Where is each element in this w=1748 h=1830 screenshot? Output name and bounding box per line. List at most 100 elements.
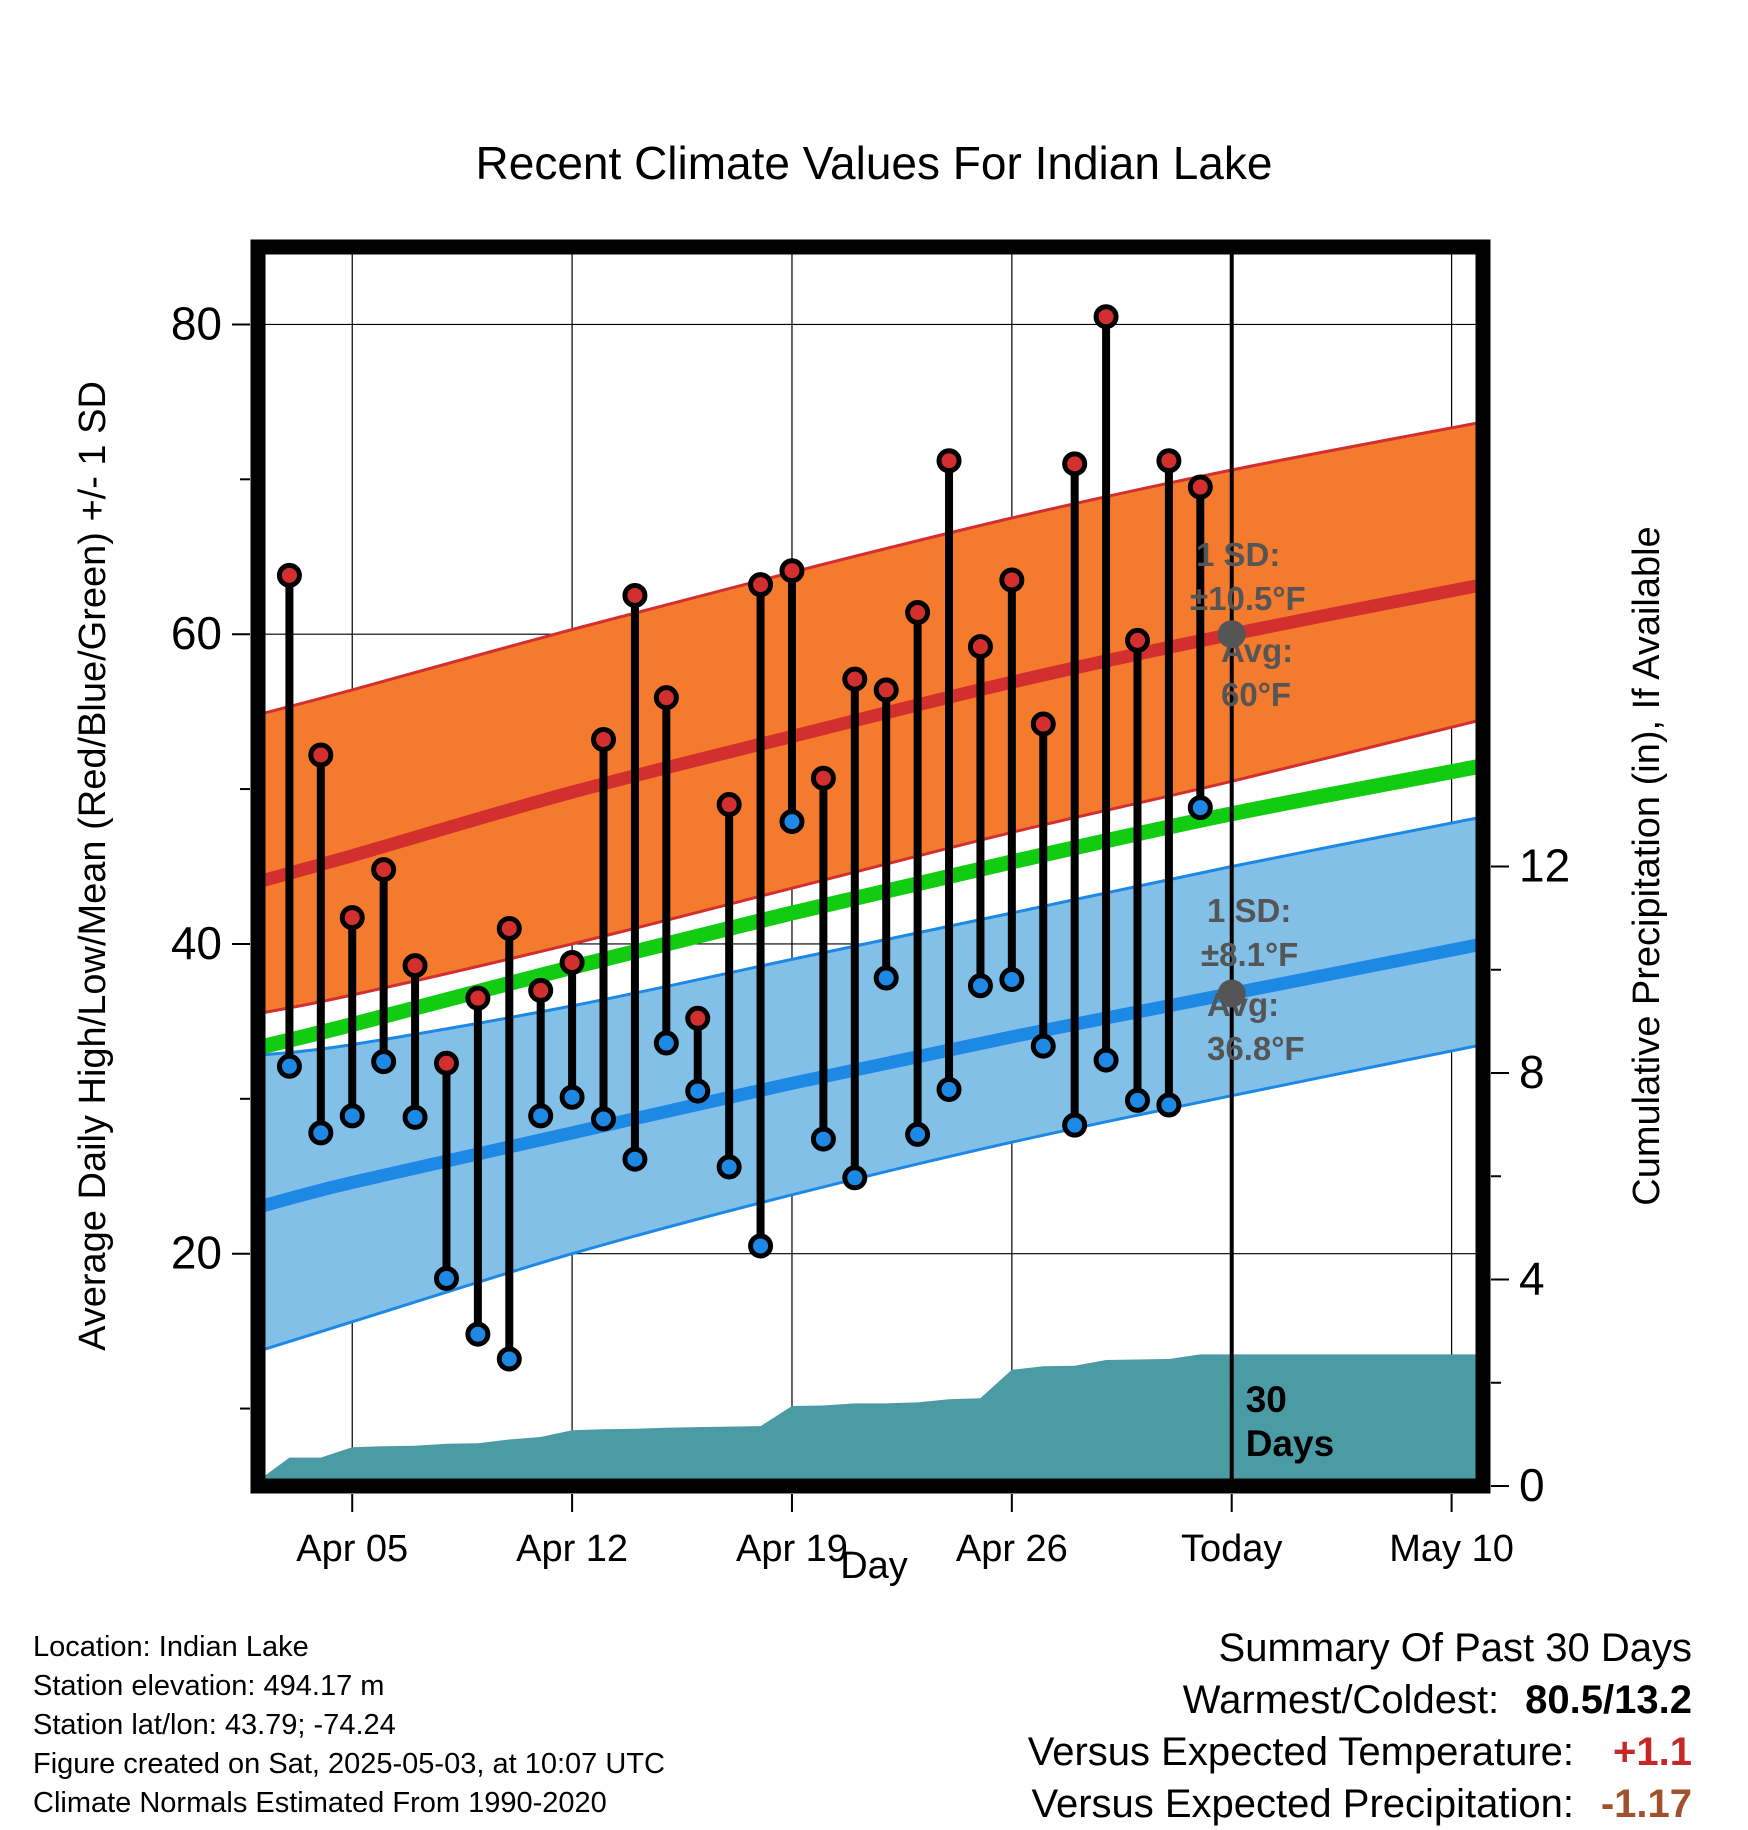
daily-high-point [905, 600, 931, 626]
daily-high-point [465, 985, 491, 1011]
daily-low-point [999, 967, 1025, 993]
daily-high-point [528, 977, 554, 1003]
daily-low-point [402, 1104, 428, 1130]
y-right-axis-label: Cumulative Precipitation (in), If Availa… [1626, 526, 1668, 1205]
temp-deviation-value: +1.1 [1613, 1730, 1692, 1774]
daily-high-point [1093, 304, 1119, 330]
daily-low-point [371, 1049, 397, 1075]
daily-low-point [622, 1146, 648, 1172]
y-left-tick-label: 20 [171, 1227, 222, 1279]
days-annotation-line: 30 [1246, 1379, 1287, 1420]
daily-high-point [1062, 451, 1088, 477]
daily-high-point [276, 562, 302, 588]
created-text: Figure created on Sat, 2025-05-03, at 10… [33, 1748, 665, 1780]
daily-low-point [936, 1077, 962, 1103]
daily-low-point [433, 1265, 459, 1291]
daily-low-point [967, 973, 993, 999]
chart-title: Recent Climate Values For Indian Lake [476, 137, 1273, 189]
warmest-label: Warmest/Coldest: [1182, 1678, 1500, 1722]
daily-high-point [653, 685, 679, 711]
daily-high-point [308, 742, 334, 768]
station-info: Location: Indian Lake Station elevation:… [33, 1628, 665, 1823]
daily-high-point [779, 558, 805, 584]
warmest-value: 80.5/13.2 [1525, 1678, 1692, 1722]
plot-frame [250, 239, 1491, 1494]
y-right-tick-label: 4 [1519, 1253, 1545, 1305]
daily-high-point [1187, 474, 1213, 500]
daily-high-point [559, 950, 585, 976]
y-left-tick-label: 60 [171, 607, 222, 659]
daily-low-point [653, 1030, 679, 1056]
daily-low-point [1156, 1092, 1182, 1118]
y-left-tick-label: 80 [171, 297, 222, 349]
daily-high-point [842, 666, 868, 692]
daily-low-point [308, 1120, 334, 1146]
daily-low-point [559, 1084, 585, 1110]
normals-text: Climate Normals Estimated From 1990-2020 [33, 1787, 607, 1819]
x-tick-label: Apr 05 [296, 1528, 408, 1570]
climate-chart: Recent Climate Values For Indian Lake 30… [72, 137, 1668, 1587]
daily-low-point [873, 965, 899, 991]
daily-low-point [905, 1121, 931, 1147]
normal-low-mean-line [258, 937, 1483, 1214]
low-sd-label: 1 SD: [1207, 892, 1291, 929]
y-left-tick-label: 40 [171, 917, 222, 969]
daily-high-point [622, 582, 648, 608]
daily-low-point [465, 1321, 491, 1347]
daily-low-point [810, 1126, 836, 1152]
x-tick-label: Today [1181, 1528, 1282, 1570]
plot-inner [258, 247, 1483, 1486]
temp-deviation-label: Versus Expected Temperature: [1027, 1730, 1574, 1774]
daily-low-point [496, 1346, 522, 1372]
daily-high-point [748, 572, 774, 598]
daily-low-point [1062, 1112, 1088, 1138]
daily-low-point [685, 1078, 711, 1104]
x-tick-label: Apr 12 [516, 1528, 628, 1570]
x-tick-label: Apr 26 [956, 1528, 1068, 1570]
high-avg-label: Avg: [1221, 632, 1293, 669]
precip-deviation-label: Versus Expected Precipitation: [1031, 1782, 1574, 1826]
low-sd-value: ±8.1°F [1201, 936, 1298, 973]
daily-high-point [591, 727, 617, 753]
summary-panel: Summary Of Past 30 Days Warmest/Coldest:… [1028, 1622, 1692, 1830]
summary-precip-row: Versus Expected Precipitation: -1.17 [1028, 1778, 1692, 1830]
daily-high-point [967, 634, 993, 660]
daily-low-point [842, 1165, 868, 1191]
today-high-avg-marker [1217, 620, 1246, 649]
daily-high-point [716, 792, 742, 818]
daily-low-point [591, 1106, 617, 1132]
latlon-text: Station lat/lon: 43.79; -74.24 [33, 1709, 396, 1741]
daily-low-point [1093, 1047, 1119, 1073]
daily-high-point [433, 1050, 459, 1076]
daily-high-point [810, 765, 836, 791]
daily-low-point [1124, 1087, 1150, 1113]
daily-low-point [339, 1103, 365, 1129]
daily-high-point [936, 448, 962, 474]
normal-low-band [258, 816, 1483, 1352]
precipitation-area [258, 1354, 1483, 1486]
normal-low-lower-line [258, 1043, 1483, 1353]
x-axis-label: Day [840, 1545, 908, 1587]
x-tick-label: Apr 19 [736, 1528, 848, 1570]
daily-high-point [999, 567, 1025, 593]
daily-high-point [496, 915, 522, 941]
daily-low-point [716, 1154, 742, 1180]
daily-high-point [371, 857, 397, 883]
days-annotation-line: Days [1246, 1423, 1334, 1464]
x-tick-label: May 10 [1389, 1528, 1514, 1570]
elevation-text: Station elevation: 494.17 m [33, 1670, 385, 1702]
high-avg-value: 60°F [1221, 676, 1291, 713]
daily-high-point [1030, 711, 1056, 737]
daily-high-point [1156, 448, 1182, 474]
y-left-axis-label: Average Daily High/Low/Mean (Red/Blue/Gr… [72, 381, 114, 1351]
daily-high-point [339, 905, 365, 931]
summary-temp-row: Versus Expected Temperature: +1.1 [1028, 1726, 1692, 1778]
daily-high-point [402, 953, 428, 979]
daily-low-point [1030, 1033, 1056, 1059]
summary-warmest-row: Warmest/Coldest: 80.5/13.2 [1028, 1674, 1692, 1726]
y-right-tick-label: 8 [1519, 1046, 1545, 1098]
daily-low-point [528, 1103, 554, 1129]
high-sd-label: 1 SD: [1196, 536, 1280, 573]
y-right-tick-label: 0 [1519, 1459, 1545, 1511]
